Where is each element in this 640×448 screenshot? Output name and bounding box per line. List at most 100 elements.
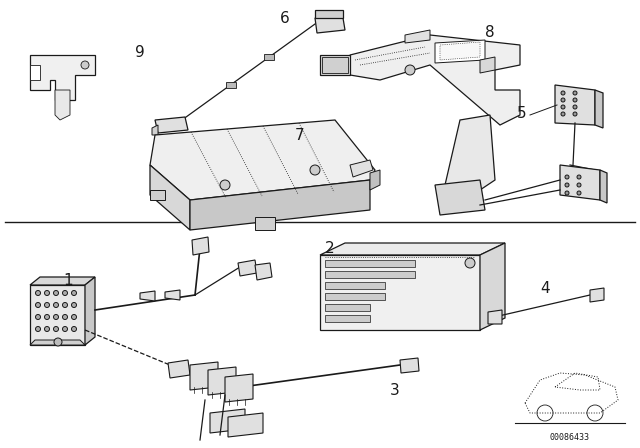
Polygon shape xyxy=(325,260,415,267)
Polygon shape xyxy=(560,165,600,200)
Polygon shape xyxy=(435,180,485,215)
Polygon shape xyxy=(488,310,502,324)
Polygon shape xyxy=(165,290,180,300)
Polygon shape xyxy=(30,55,95,100)
Polygon shape xyxy=(255,217,275,230)
Circle shape xyxy=(81,61,89,69)
Polygon shape xyxy=(480,57,495,73)
Circle shape xyxy=(573,112,577,116)
Polygon shape xyxy=(190,362,218,390)
Polygon shape xyxy=(30,65,40,80)
Circle shape xyxy=(405,65,415,75)
Polygon shape xyxy=(590,288,604,302)
Circle shape xyxy=(45,314,49,319)
Circle shape xyxy=(565,183,569,187)
Polygon shape xyxy=(192,237,209,255)
Circle shape xyxy=(63,314,67,319)
Circle shape xyxy=(573,91,577,95)
Circle shape xyxy=(310,165,320,175)
Circle shape xyxy=(561,105,565,109)
Circle shape xyxy=(561,91,565,95)
Polygon shape xyxy=(350,35,520,125)
Polygon shape xyxy=(325,315,370,322)
Polygon shape xyxy=(555,85,595,125)
Circle shape xyxy=(35,314,40,319)
Polygon shape xyxy=(264,54,274,60)
Polygon shape xyxy=(595,90,603,128)
Polygon shape xyxy=(55,90,70,120)
Circle shape xyxy=(577,191,581,195)
Text: 9: 9 xyxy=(135,44,145,60)
Polygon shape xyxy=(325,293,385,300)
Circle shape xyxy=(72,290,77,296)
Polygon shape xyxy=(325,282,385,289)
Circle shape xyxy=(565,191,569,195)
Circle shape xyxy=(63,327,67,332)
Polygon shape xyxy=(435,40,485,63)
Circle shape xyxy=(54,290,58,296)
Polygon shape xyxy=(30,277,95,285)
Polygon shape xyxy=(370,170,380,190)
Polygon shape xyxy=(150,190,165,200)
Circle shape xyxy=(63,290,67,296)
Polygon shape xyxy=(225,374,253,402)
Polygon shape xyxy=(315,18,345,33)
Polygon shape xyxy=(255,263,272,280)
Polygon shape xyxy=(440,42,480,60)
Polygon shape xyxy=(325,271,415,278)
Circle shape xyxy=(35,302,40,307)
Polygon shape xyxy=(210,409,245,433)
Polygon shape xyxy=(30,285,85,345)
Polygon shape xyxy=(445,115,495,195)
Polygon shape xyxy=(150,120,375,200)
Text: 6: 6 xyxy=(280,10,290,26)
Polygon shape xyxy=(228,413,263,437)
Circle shape xyxy=(465,258,475,268)
Text: 00086433: 00086433 xyxy=(550,433,590,442)
Circle shape xyxy=(54,327,58,332)
Circle shape xyxy=(45,327,49,332)
Text: 3: 3 xyxy=(390,383,400,397)
Circle shape xyxy=(63,302,67,307)
Text: 2: 2 xyxy=(325,241,335,255)
Polygon shape xyxy=(152,125,158,135)
Polygon shape xyxy=(320,55,350,75)
Polygon shape xyxy=(325,304,370,311)
Circle shape xyxy=(565,175,569,179)
Polygon shape xyxy=(140,291,155,301)
Text: 7: 7 xyxy=(295,128,305,142)
Circle shape xyxy=(561,112,565,116)
Circle shape xyxy=(573,105,577,109)
Circle shape xyxy=(72,314,77,319)
Polygon shape xyxy=(320,255,480,330)
Polygon shape xyxy=(405,30,430,43)
Circle shape xyxy=(220,180,230,190)
Circle shape xyxy=(72,327,77,332)
Text: 4: 4 xyxy=(540,280,550,296)
Polygon shape xyxy=(208,367,236,395)
Circle shape xyxy=(54,302,58,307)
Circle shape xyxy=(561,98,565,102)
Circle shape xyxy=(577,175,581,179)
Polygon shape xyxy=(168,360,190,378)
Polygon shape xyxy=(600,170,607,203)
Polygon shape xyxy=(155,117,188,133)
Circle shape xyxy=(54,314,58,319)
Polygon shape xyxy=(238,260,257,276)
Circle shape xyxy=(45,290,49,296)
Polygon shape xyxy=(400,358,419,373)
Polygon shape xyxy=(480,243,505,330)
Text: 5: 5 xyxy=(517,105,527,121)
Polygon shape xyxy=(190,180,370,230)
Polygon shape xyxy=(320,243,505,255)
Circle shape xyxy=(577,183,581,187)
Polygon shape xyxy=(350,160,373,177)
Circle shape xyxy=(573,98,577,102)
Circle shape xyxy=(45,302,49,307)
Polygon shape xyxy=(322,57,348,73)
Polygon shape xyxy=(226,82,236,88)
Circle shape xyxy=(72,302,77,307)
Polygon shape xyxy=(315,10,343,18)
Text: 1: 1 xyxy=(63,272,73,288)
Polygon shape xyxy=(85,277,95,345)
